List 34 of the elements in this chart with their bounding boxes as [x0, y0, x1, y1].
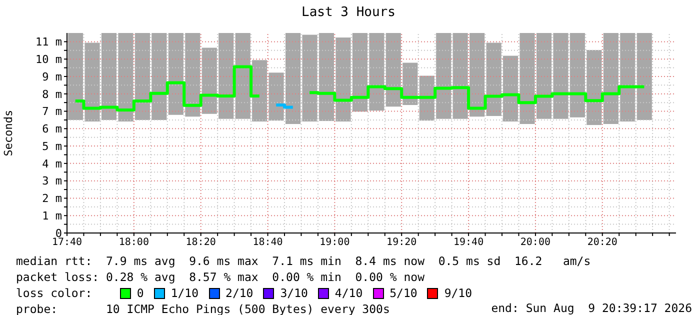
- legend-label: 5/10: [390, 285, 418, 301]
- x-tick-label: 19:20: [386, 237, 417, 248]
- legend-label: 4/10: [334, 285, 363, 301]
- x-tick-label: 20:00: [520, 237, 551, 248]
- y-tick-label: 7 m: [42, 105, 62, 118]
- x-tick-label: 19:40: [453, 237, 484, 248]
- y-tick-label: 4 m: [42, 157, 62, 170]
- legend-label: 3/10: [280, 285, 308, 301]
- x-tick-label: 18:20: [186, 237, 216, 248]
- x-tick-label: 19:00: [320, 237, 350, 248]
- y-tick-label: 9 m: [42, 70, 62, 84]
- legend-label: 0: [136, 285, 144, 301]
- y-tick-label: 2 m: [42, 192, 62, 206]
- y-tick-label: 11 m: [36, 36, 62, 49]
- y-tick-label: 1 m: [42, 210, 62, 223]
- y-tick-label: 6 m: [42, 122, 62, 136]
- y-tick-label: 3 m: [42, 174, 62, 188]
- legend-label: 2/10: [226, 285, 254, 301]
- bar: [636, 33, 652, 120]
- text: end: Sun Aug 9 20:39:17 2026: [491, 301, 692, 315]
- x-tick-label: 20:20: [587, 237, 618, 248]
- legend-title: loss color:: [16, 285, 94, 301]
- x-tick-label: 18:40: [252, 237, 283, 248]
- y-tick-label: 10 m: [36, 52, 62, 66]
- legend-label: 9/10: [444, 285, 472, 301]
- x-tick-label: 18:00: [118, 237, 149, 248]
- text: packet loss: 0.28 % avg 8.57 % max 0.00 % min 0.00 % now: [16, 269, 426, 285]
- y-axis-title: Seconds: [2, 108, 15, 158]
- legend-label: 1/10: [170, 285, 199, 301]
- y-tick-label: 8 m: [42, 88, 62, 101]
- chart-title: Last 3 Hours: [300, 5, 396, 20]
- text: median rtt: 7.9 ms avg 9.6 ms max 7.1 ms min 8.4 ms now 0.5 ms sd 16.2 am/s: [16, 253, 591, 269]
- x-tick-label: 17:40: [52, 237, 82, 248]
- y-tick-label: 5 m: [42, 140, 62, 153]
